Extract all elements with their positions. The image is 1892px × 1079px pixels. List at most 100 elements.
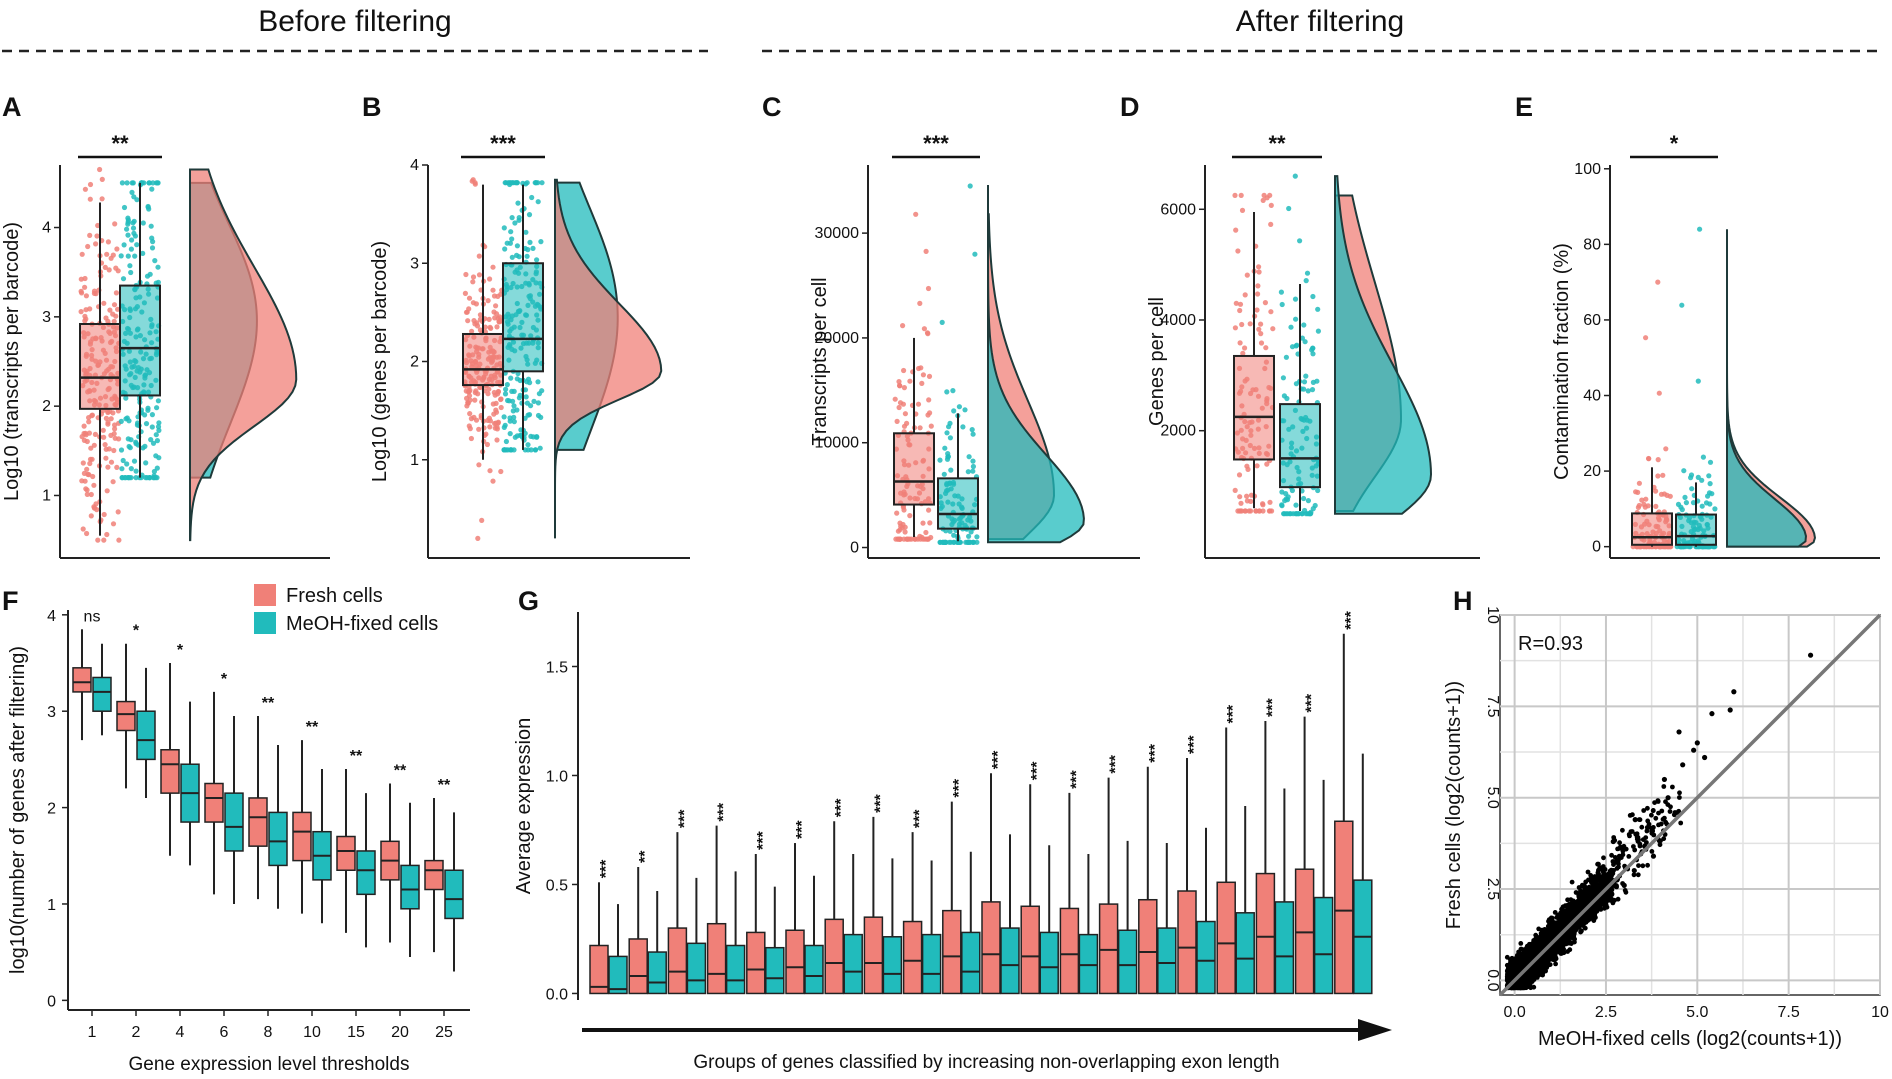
scatter-point	[1672, 810, 1678, 815]
fixed-point	[517, 392, 523, 398]
fresh-point	[1248, 498, 1254, 504]
fresh-point	[498, 404, 504, 411]
fixed-point	[1315, 306, 1321, 312]
scatter-point	[1586, 911, 1592, 917]
fixed-point	[1303, 373, 1309, 379]
fixed-point	[156, 455, 162, 461]
fixed-point	[153, 432, 159, 438]
fixed-point	[523, 229, 529, 235]
significance-label: *	[221, 671, 228, 688]
fixed-point	[970, 468, 976, 474]
scatter-point	[1597, 881, 1603, 887]
fixed-point	[149, 186, 155, 192]
scatter-point	[1539, 939, 1545, 944]
fixed-point	[507, 431, 513, 437]
fresh-point	[900, 323, 906, 329]
scatter-point	[1539, 932, 1544, 938]
fresh-point	[895, 528, 902, 534]
scatter-point	[1586, 877, 1591, 883]
scatter-point	[1640, 837, 1646, 842]
fixed-point	[125, 253, 131, 259]
fixed-point	[530, 245, 536, 251]
x-tick-label: 15	[347, 1024, 365, 1041]
fresh-point	[493, 303, 499, 309]
fresh-point	[1237, 494, 1243, 500]
scatter-point	[1661, 784, 1667, 789]
x-tick-label: 10	[303, 1024, 321, 1041]
fresh-point	[487, 324, 493, 330]
fixed-point	[501, 424, 507, 430]
fresh-point	[111, 431, 117, 437]
fixed-point	[502, 391, 509, 397]
fixed-point	[944, 456, 951, 462]
scatter-point	[1541, 962, 1547, 968]
y-tick-label: 2.5	[1484, 878, 1501, 900]
fresh-box	[1059, 907, 1080, 995]
fixed-point	[1297, 238, 1303, 244]
fixed-point	[1278, 289, 1284, 295]
fixed-point	[517, 377, 523, 384]
fixed-box	[1117, 929, 1138, 995]
fixed-point	[527, 239, 533, 245]
y-tick-label: 2	[42, 398, 51, 415]
fixed-point	[1301, 322, 1307, 328]
fixed-point	[951, 408, 957, 414]
fixed-point	[501, 414, 507, 420]
fixed-point	[125, 217, 131, 223]
y-axis-label: Transcripts per cell	[809, 277, 831, 445]
fixed-point	[143, 421, 150, 427]
fixed-point	[965, 469, 971, 475]
fixed-point	[1285, 511, 1291, 517]
fixed-point	[1293, 502, 1299, 508]
scatter-point	[1650, 853, 1657, 859]
fresh-point	[1663, 446, 1669, 452]
fresh-point	[472, 397, 478, 403]
scatter-point	[1637, 843, 1643, 849]
y-tick-label: 1.0	[546, 768, 568, 785]
fresh-box	[893, 432, 935, 506]
fresh-point	[925, 285, 932, 292]
fixed-point	[140, 220, 146, 226]
header-before: Before filtering	[258, 5, 451, 38]
fresh-point	[91, 504, 97, 510]
fresh-point	[1240, 350, 1246, 356]
panel-label-d: D	[1120, 92, 1140, 122]
significance-label: ***	[676, 809, 693, 828]
scatter-point	[1691, 747, 1697, 753]
fresh-point	[469, 328, 475, 334]
fixed-point	[1699, 477, 1705, 483]
significance-label: ***	[951, 778, 968, 797]
fresh-point	[470, 274, 477, 280]
fresh-point	[84, 487, 90, 493]
fixed-point	[1283, 354, 1289, 360]
fresh-point	[88, 445, 94, 451]
fresh-point	[907, 378, 913, 384]
fixed-point	[515, 200, 521, 206]
scatter-point	[1629, 829, 1635, 834]
scatter-point	[1575, 898, 1581, 904]
scatter-point	[1641, 808, 1647, 813]
fresh-box	[1334, 820, 1354, 995]
fixed-point	[967, 183, 973, 189]
y-tick-label: 0	[850, 540, 859, 557]
fresh-point	[917, 533, 923, 539]
fresh-point	[89, 456, 95, 462]
fixed-point	[1283, 496, 1289, 502]
fixed-point	[508, 229, 514, 235]
fixed-point	[145, 203, 151, 210]
scatter-point	[1661, 776, 1668, 783]
fixed-point	[121, 204, 128, 211]
fresh-point	[494, 324, 500, 330]
y-tick-label: 10000	[815, 435, 860, 452]
scatter-point	[1618, 844, 1623, 850]
scatter-point	[1680, 762, 1686, 768]
fixed-point	[1283, 491, 1289, 497]
fixed-point	[124, 415, 130, 421]
fixed-point	[148, 437, 154, 443]
fresh-point	[1264, 195, 1270, 201]
fixed-point	[133, 468, 139, 474]
scatter-point	[1661, 836, 1667, 842]
fresh-point	[468, 435, 474, 442]
fresh-point	[917, 425, 923, 431]
